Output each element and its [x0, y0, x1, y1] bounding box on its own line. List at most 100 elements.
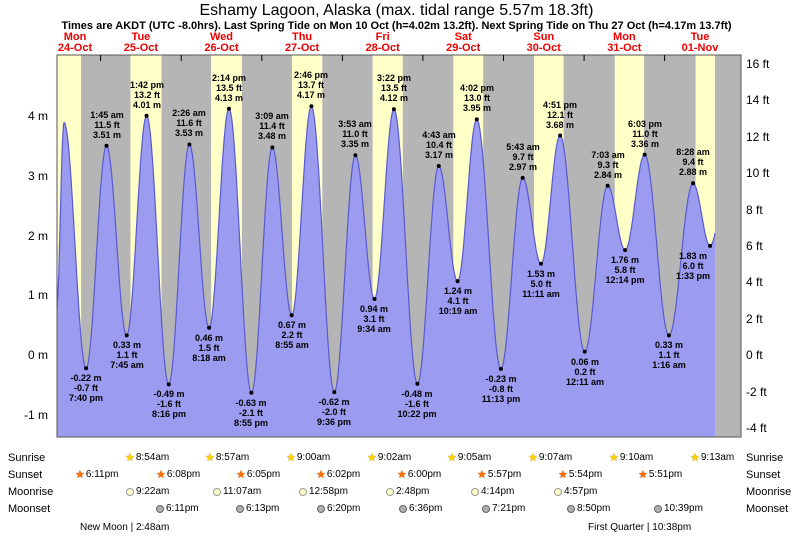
sunrise-event: ★ 9:02am: [367, 451, 411, 464]
moonrise-time: 4:57pm: [564, 486, 598, 497]
sunrise-icon: ★: [286, 451, 296, 464]
sunrise-icon: ★: [125, 451, 135, 464]
astro-row-label-left: Sunset: [8, 469, 43, 481]
tide-extreme-dot: [708, 243, 713, 248]
tide-extreme-annotation: 2:46 pm 13.7 ft 4.17 m: [293, 70, 329, 100]
moonset-time: 8:50pm: [577, 503, 611, 514]
tide-extreme-annotation: 3:09 am 11.4 ft 3.48 m: [255, 111, 289, 141]
tide-extreme-annotation: -0.48 m -1.6 ft 10:22 pm: [397, 389, 437, 419]
sunset-time: 6:02pm: [326, 469, 361, 480]
moonset-event: 6:36pm: [399, 502, 442, 515]
tide-extreme-dot: [372, 297, 377, 301]
sunrise-time: 8:57am: [215, 452, 250, 463]
sunset-time: 5:54pm: [568, 469, 603, 480]
sunset-time: 5:57pm: [487, 469, 522, 480]
astro-row-label-right: Sunrise: [746, 452, 784, 464]
moonset-icon: [236, 504, 244, 513]
sunset-time: 5:51pm: [648, 469, 683, 480]
sunset-event: ★ 5:57pm: [477, 468, 521, 481]
tide-extreme-annotation: 1:45 am 11.5 ft 3.51 m: [90, 110, 124, 140]
right-axis-tick-label: -4 ft: [746, 421, 767, 435]
tide-extreme-dot: [605, 183, 610, 188]
moonset-event: 6:20pm: [317, 502, 360, 515]
tide-extreme-dot: [270, 145, 275, 150]
astro-row-label-right: Moonset: [746, 503, 789, 515]
sunset-event: ★ 6:05pm: [236, 468, 280, 481]
left-axis-tick-label: 0 m: [27, 348, 48, 362]
sunset-icon: ★: [558, 468, 568, 481]
moonset-icon: [654, 504, 662, 513]
tide-extreme-dot: [353, 153, 358, 158]
right-axis-tick-label: 4 ft: [746, 275, 763, 289]
tide-extreme-annotation: 4:02 pm 13.0 ft 3.95 m: [459, 83, 495, 113]
moonset-time: 6:11pm: [166, 503, 199, 514]
moonrise-time: 4:14pm: [481, 486, 515, 497]
right-axis-tick-label: 16 ft: [746, 57, 770, 71]
moon-phase-note-right: First Quarter | 10:38pm: [588, 522, 692, 533]
moonrise-icon: [471, 487, 479, 496]
moonset-icon: [567, 504, 575, 513]
right-axis-tick-label: 12 ft: [746, 130, 770, 144]
moonset-time: 7:21pm: [492, 503, 526, 514]
moonrise-icon: [299, 487, 307, 496]
sunset-event: ★ 6:02pm: [316, 468, 360, 481]
moonrise-icon: [554, 487, 562, 496]
tide-extreme-dot: [227, 106, 231, 111]
tide-extreme-dot: [391, 107, 396, 112]
tide-extreme-dot: [520, 175, 525, 180]
sunset-event: ★ 6:08pm: [156, 468, 200, 481]
right-axis-tick-label: 6 ft: [746, 239, 763, 253]
tide-extreme-annotation: 0.33 m 1.1 ft 7:45 am: [110, 340, 144, 370]
moonset-icon: [317, 504, 325, 513]
tide-extreme-annotation: 1.53 m 5.0 ft 11:11 am: [522, 269, 560, 299]
tide-extreme-annotation: 1.76 m 5.8 ft 12:14 pm: [605, 255, 645, 285]
sunset-time: 6:11pm: [85, 469, 119, 480]
moonrise-icon: [126, 487, 134, 496]
tide-extreme-dot: [289, 313, 294, 318]
sunset-icon: ★: [236, 468, 246, 481]
tide-extreme-dot: [415, 381, 420, 386]
moonrise-event: 11:07am: [213, 485, 261, 498]
moonset-icon: [482, 504, 490, 513]
moonset-event: 6:13pm: [236, 502, 279, 515]
moonrise-event: 4:14pm: [471, 485, 514, 498]
sunrise-event: ★ 8:54am: [125, 451, 169, 464]
tide-extreme-annotation: 1:42 pm 13.2 ft 4.01 m: [129, 80, 165, 110]
tide-extreme-annotation: 0.33 m 1.1 ft 1:16 am: [652, 340, 686, 370]
sunrise-event: ★ 8:57am: [205, 451, 249, 464]
tide-extreme-annotation: -0.23 m -0.8 ft 11:13 pm: [481, 374, 521, 404]
page-title: Eshamy Lagoon, Alaska (max. tidal range …: [199, 2, 594, 19]
day-column-label: Sun 30-Oct: [526, 31, 561, 54]
tide-extreme-annotation: -0.62 m -2.0 ft 9:36 pm: [316, 397, 352, 427]
tide-extreme-dot: [539, 261, 543, 266]
sunset-time: 6:05pm: [246, 469, 281, 480]
astro-row-label-right: Sunset: [746, 469, 781, 481]
right-axis-tick-label: 2 ft: [746, 312, 763, 326]
left-axis-tick-label: 4 m: [27, 109, 48, 123]
moonrise-time: 11:07am: [223, 486, 262, 497]
tide-extreme-annotation: 2:14 pm 13.5 ft 4.13 m: [211, 73, 247, 103]
moonrise-time: 2:48pm: [396, 486, 430, 497]
sunrise-time: 9:00am: [296, 452, 331, 463]
sunrise-icon: ★: [447, 451, 457, 464]
moonrise-event: 12:58pm: [299, 485, 348, 498]
tide-extreme-annotation: 1.24 m 4.1 ft 10:19 am: [438, 286, 478, 316]
sunset-icon: ★: [638, 468, 648, 481]
tide-extreme-dot: [124, 333, 129, 338]
tide-extreme-dot: [474, 117, 479, 122]
tide-extreme-dot: [436, 164, 441, 168]
tide-extreme-annotation: 3:22 pm 13.5 ft 4.12 m: [376, 73, 412, 103]
tide-extreme-annotation: 4:51 pm 12.1 ft 3.68 m: [542, 100, 578, 130]
sunrise-event: ★ 9:05am: [447, 451, 491, 464]
right-axis-tick-label: 8 ft: [746, 203, 763, 217]
tide-extreme-annotation: -0.63 m -2.1 ft 8:55 pm: [233, 398, 269, 428]
moonset-time: 10:39pm: [664, 503, 703, 514]
sunrise-time: 8:54am: [135, 452, 170, 463]
moonrise-event: 9:22am: [126, 485, 169, 498]
sunset-event: ★ 6:11pm: [75, 468, 119, 481]
day-column-label: Thu 27-Oct: [284, 31, 320, 54]
moonrise-time: 12:58pm: [309, 486, 348, 497]
tide-extreme-dot: [558, 133, 563, 138]
sunrise-event: ★ 9:07am: [528, 451, 572, 464]
tide-extreme-annotation: 0.94 m 3.1 ft 9:34 am: [357, 304, 391, 334]
